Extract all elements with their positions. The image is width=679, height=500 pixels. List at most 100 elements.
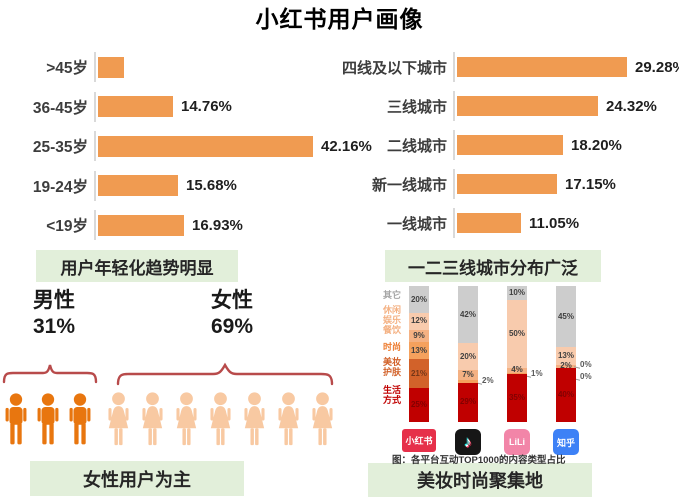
bar-track: 18.20% [453, 130, 676, 160]
segment-callout-label: 1% [531, 368, 543, 378]
stack-segment: 9% [409, 329, 429, 342]
legend-label: 其它 [383, 290, 402, 300]
caption-gender: 女性用户为主 [30, 461, 244, 496]
stacked-bar: 42% 20% 7% 2% 29% [458, 286, 494, 422]
content-stacked-chart: 其它 休闲 娱乐 餐饮 时尚 美妆 护肤 生活 方式 20% 12% 9% 13% 21% 25% 小红书 4… [383, 284, 679, 462]
bar [98, 135, 313, 157]
segment-label: 13% [557, 351, 574, 361]
data-label: 24.32% [606, 97, 657, 115]
chart-row: 四线及以下城市 29.28% [341, 52, 679, 82]
female-icon [104, 388, 133, 454]
bar-track: 15.68% [94, 170, 353, 201]
segment-label: 29% [459, 397, 476, 407]
segment-label: 40% [557, 389, 574, 399]
chart-row: >45岁 [8, 52, 353, 82]
chart-row: 二线城市 18.20% [341, 130, 676, 160]
bar-track: 29.28% [453, 52, 679, 82]
male-label: 男性 [33, 289, 75, 312]
zhihu-logo: 知乎 [553, 429, 579, 455]
stack-segment: 25% [409, 387, 429, 422]
segment-callout-label: 2% [482, 376, 494, 386]
chart-row: <19岁 16.93% [8, 210, 353, 240]
stack-segment [507, 373, 527, 375]
content-chart-bars: 20% 12% 9% 13% 21% 25% 小红书 42% 20% 7% 2% 29% ♪ 10% 50%… [402, 286, 592, 455]
stacked-bar: 20% 12% 9% 13% 21% 25% [409, 286, 429, 422]
male-icon [34, 388, 62, 454]
bar-track: 11.05% [453, 208, 676, 238]
xiaohongshu-logo: 小红书 [402, 429, 436, 452]
stack-segment: 13% [556, 347, 576, 365]
segment-label: 25% [410, 399, 427, 409]
stack-segment [458, 379, 478, 383]
male-icon [66, 388, 94, 454]
caption-age-trend: 用户年轻化趋势明显 [36, 250, 238, 282]
female-percent: 69% [211, 315, 254, 339]
bar-track [94, 52, 353, 82]
axis-category-label: 25-35岁 [32, 139, 88, 156]
douyin-logo: ♪ [455, 429, 481, 455]
stack-segment: 10% [507, 286, 527, 300]
stack-segment: 20% [458, 343, 478, 371]
bar [457, 135, 563, 155]
segment-label: 50% [508, 328, 525, 338]
data-label: 15.68% [186, 177, 237, 194]
bar [98, 56, 124, 78]
female-pictogram-row [104, 388, 337, 454]
stack-segment: 40% [556, 367, 576, 422]
stack-segment: 42% [458, 286, 478, 344]
segment-label: 42% [459, 309, 476, 319]
bar [457, 213, 521, 233]
platform-column: 42% 20% 7% 2% 29% ♪ [453, 286, 494, 455]
axis-category-label: 三线城市 [386, 98, 447, 116]
bilibili-logo: LiLi [504, 429, 530, 455]
age-bar-chart: >45岁 36-45岁 14.76% 25-35岁 42.16% 19-24岁 15.68%… [8, 52, 372, 240]
chart-row: 19-24岁 15.68% [8, 170, 353, 201]
music-note-icon: ♪ [464, 433, 472, 451]
segment-label: 21% [410, 368, 427, 378]
data-label: 18.20% [571, 136, 622, 154]
platform-column: 45% 13% 2% 0% 0% 40% 知乎 [551, 286, 592, 455]
female-label: 女性 [211, 289, 253, 312]
segment-callout-label: 0% [580, 359, 592, 369]
female-icon [206, 388, 235, 454]
stack-segment: 12% [409, 313, 429, 330]
stacked-bar: 10% 50% 4% 1% 35% [507, 286, 543, 422]
axis-category-label: 一线城市 [386, 215, 447, 233]
stack-segment: 2% [556, 361, 576, 371]
chart-row: 三线城市 24.32% [341, 91, 676, 121]
segment-label: 45% [557, 311, 574, 321]
stacked-bar: 45% 13% 2% 0% 0% 40% [556, 286, 592, 422]
data-label: 42.16% [321, 137, 372, 155]
caption-content: 美妆时尚聚集地 [368, 463, 592, 497]
stack-segment: 20% [409, 286, 429, 314]
segment-callout-label: 0% [580, 371, 592, 381]
axis-category-label: 新一线城市 [371, 176, 447, 194]
bar [457, 96, 598, 116]
data-label: 11.05% [529, 214, 580, 232]
female-icon [274, 388, 303, 454]
stack-segment: 7% [458, 370, 478, 380]
stack-segment: 35% [507, 374, 527, 422]
legend-label: 美妆 护肤 [383, 357, 402, 377]
chart-row: 25-35岁 42.16% [8, 131, 372, 161]
stack-segment: 45% [556, 286, 576, 348]
stack-segment: 4% [507, 366, 527, 374]
data-label: 14.76% [181, 98, 232, 115]
bar [457, 57, 627, 77]
female-icon [138, 388, 167, 454]
bar-track: 17.15% [453, 169, 676, 199]
segment-label: 2% [560, 361, 572, 371]
axis-category-label: 36-45岁 [32, 99, 88, 117]
chart-row: 36-45岁 14.76% [8, 91, 353, 122]
bar [98, 175, 178, 196]
content-chart-legend: 其它 休闲 娱乐 餐饮 时尚 美妆 护肤 生活 方式 [383, 284, 409, 424]
segment-label: 10% [508, 287, 525, 297]
bar-track: 24.32% [453, 91, 676, 121]
bar [98, 214, 184, 236]
bar-track: 42.16% [94, 131, 372, 161]
legend-label: 生活 方式 [383, 385, 402, 405]
female-share-label: 女性 69% [211, 288, 253, 341]
female-icon [308, 388, 337, 454]
data-label: 17.15% [565, 175, 616, 193]
